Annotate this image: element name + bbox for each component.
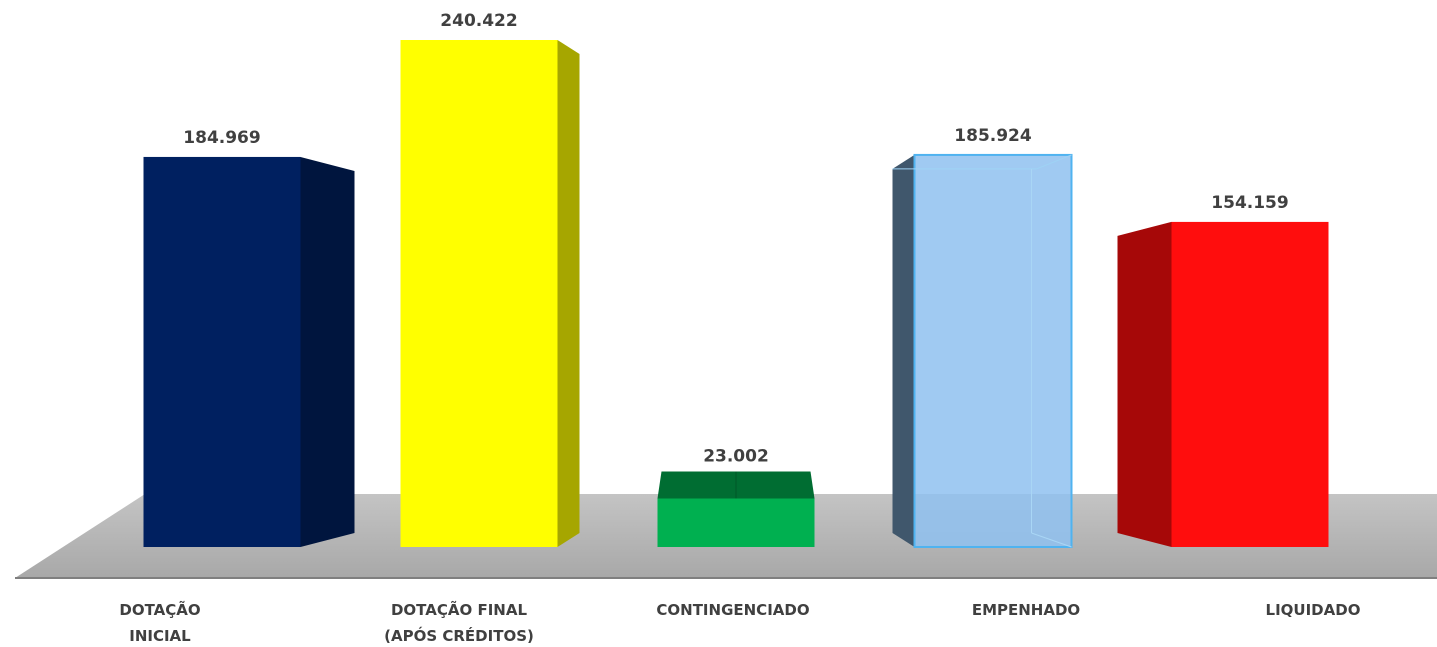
value-label: 184.969 xyxy=(183,128,260,148)
bar-front-face xyxy=(657,498,815,547)
category-label: EMPENHADO xyxy=(972,601,1080,619)
value-label: 240.422 xyxy=(440,11,517,31)
bar-front-face xyxy=(1171,221,1329,548)
value-label: 154.159 xyxy=(1211,193,1288,213)
bars-layer xyxy=(143,40,1329,548)
category-label: DOTAÇÃO FINAL (APÓS CRÉDITOS) xyxy=(384,600,534,645)
bar-front-face xyxy=(143,156,301,547)
bar-front-face xyxy=(913,153,1073,548)
bar-4 xyxy=(892,153,1073,548)
bar-side-face xyxy=(1117,221,1172,548)
bar-1 xyxy=(143,156,355,547)
category-label: LIQUIDADO xyxy=(1266,601,1361,619)
value-labels-layer: 184.969 240.422 23.002 185.924 154.159 xyxy=(183,11,1288,466)
bar-2 xyxy=(400,40,580,547)
bar-side-face xyxy=(892,154,915,548)
bar-5 xyxy=(1117,221,1329,548)
bar-back-edge xyxy=(892,154,1072,170)
bar-3 xyxy=(657,471,815,547)
category-label: CONTINGENCIADO xyxy=(656,601,809,619)
value-label: 185.924 xyxy=(954,126,1032,146)
category-label: DOTAÇÃO INICIAL xyxy=(119,600,200,645)
bar-diagonal-edge xyxy=(1031,532,1072,548)
bar-front-face xyxy=(400,40,558,547)
bar-side-face xyxy=(300,156,355,547)
category-labels-layer: DOTAÇÃO INICIAL DOTAÇÃO FINAL (APÓS CRÉDITO… xyxy=(119,600,1360,645)
bar-side-face xyxy=(557,40,580,547)
value-label: 23.002 xyxy=(703,446,769,466)
